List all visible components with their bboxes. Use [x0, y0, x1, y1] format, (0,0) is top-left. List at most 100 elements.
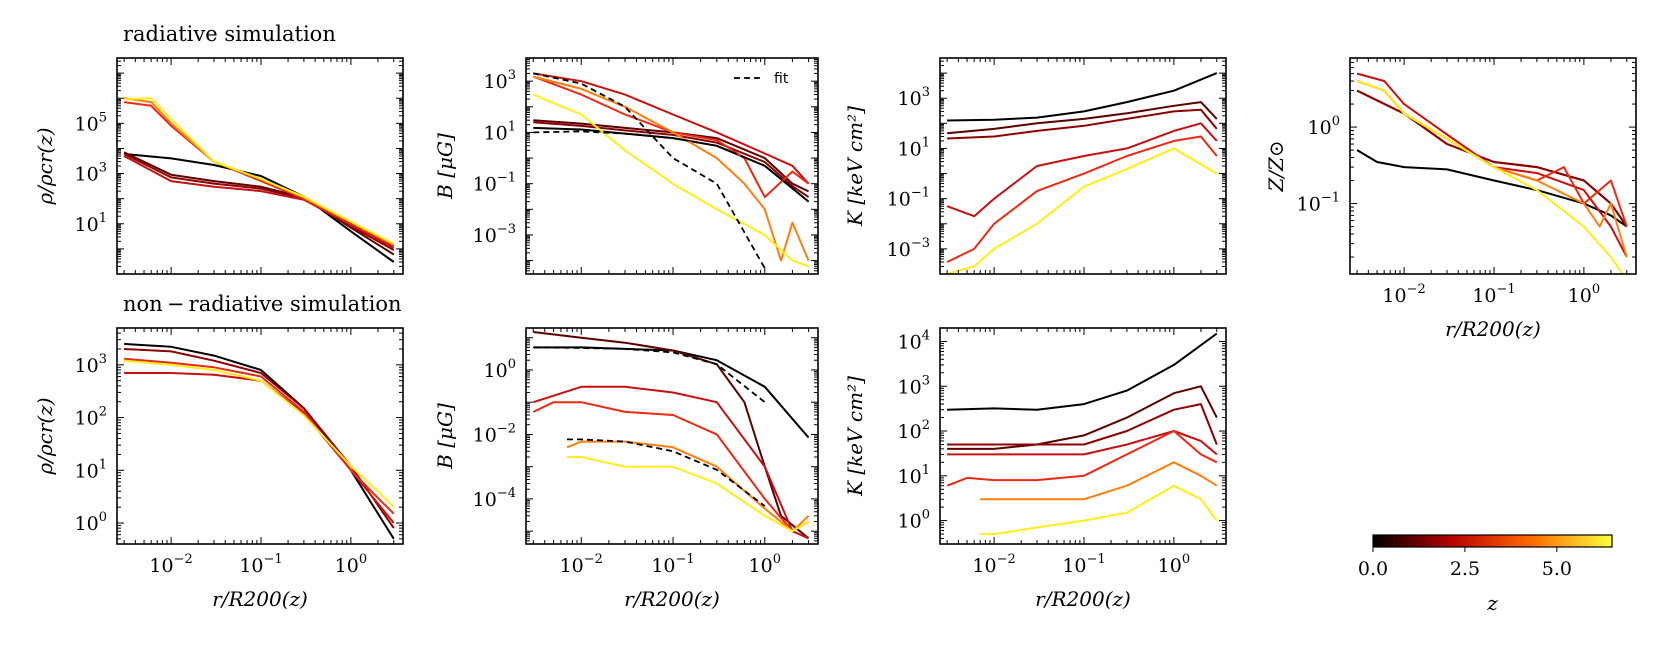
x-tick-label: 10−1: [651, 552, 694, 577]
series-line-2: [532, 385, 810, 540]
series-line-3: [946, 122, 1218, 218]
x-axis-label: r/R200(z): [624, 587, 720, 611]
y-tick-label: 102: [75, 405, 107, 430]
series-line-2: [123, 153, 395, 251]
fit-line-8: [533, 130, 810, 203]
x-axis-label: r/R200(z): [212, 587, 308, 611]
series-line-2: [533, 121, 810, 198]
y-tick-label: 101: [898, 135, 930, 160]
series-line-6: [532, 93, 809, 268]
y-tick-label: 10−1: [473, 171, 516, 196]
series-line-4: [566, 440, 810, 533]
series-group: [532, 331, 810, 540]
y-tick-label: 101: [75, 457, 107, 482]
y-axis-label: K [keV cm²]: [843, 106, 867, 227]
y-axis-label: ρ/ρcr(z): [33, 397, 57, 475]
y-tick-label: 103: [898, 373, 930, 398]
colorbar-tick-label: 2.5: [1450, 558, 1480, 580]
series-line-0: [947, 332, 1218, 411]
y-axis-label: K [keV cm²]: [843, 376, 867, 497]
y-axis-label: B [μG]: [433, 133, 457, 200]
series-group: [946, 72, 1218, 274]
colorbar-gradient: [1372, 534, 1613, 548]
panel-nonrad-bfield: 10−4 10−2 100 10−2 10−1 100 B [μG] r/R200(z): [433, 327, 819, 611]
series-group: [946, 332, 1218, 536]
fit-line-7: [533, 72, 766, 269]
x-tick-label: 10−2: [972, 552, 1015, 577]
colorbar-label: z: [1486, 591, 1498, 615]
x-tick-label: 10−2: [560, 552, 603, 577]
row-title-radiative: radiative simulation: [123, 22, 336, 46]
y-tick-label: 10−3: [473, 222, 516, 247]
panel-rad-entropy: 10−3 10−1 101 103 K [keV cm²]: [843, 57, 1227, 275]
series-line-5: [567, 456, 810, 533]
colorbar: 0.0 2.5 5.0 z: [1358, 534, 1613, 615]
x-tick-label: 10−2: [1382, 282, 1425, 307]
y-tick-label: 100: [484, 357, 516, 382]
series-line-2: [947, 108, 1218, 140]
x-tick-label: 100: [749, 552, 781, 577]
series-line-0: [124, 153, 395, 263]
series-line-1: [947, 101, 1218, 135]
y-tick-label: 10−1: [887, 186, 930, 211]
series-line-1: [123, 151, 395, 256]
axes-frame: [939, 327, 1227, 545]
x-tick-label: 100: [1158, 552, 1190, 577]
y-tick-label: 100: [898, 508, 930, 533]
panel-rad-metal: 10−1 100 10−2 10−1 100 Z/Z⊙ r/R200(z): [1264, 57, 1637, 341]
series-line-3: [124, 357, 395, 515]
series-line-6: [1356, 80, 1624, 274]
series-line-4: [532, 75, 810, 199]
series-group: [124, 342, 395, 540]
y-axis-label: B [μG]: [433, 403, 457, 470]
panel-rad-density: 101 103 105 ρ/ρcr(z): [33, 57, 404, 275]
series-line-6: [124, 97, 395, 245]
x-tick-label: 100: [335, 552, 367, 577]
series-line-6: [980, 484, 1218, 536]
panel-nonrad-entropy: 100 101 102 103 104 10−2 10−1 100 K [keV cm²] r/R…: [843, 327, 1227, 611]
series-line-1: [947, 385, 1218, 450]
panels: 101 103 105 ρ/ρcr(z) 10−3 10−1 101 103 B [μG] fit…: [33, 57, 1637, 611]
colorbar-tick-label: 0.0: [1358, 558, 1388, 580]
panel-rad-bfield: 10−3 10−1 101 103 B [μG] fit: [433, 57, 819, 275]
series-line-5: [946, 147, 1218, 274]
series-line-4: [946, 430, 1218, 487]
row-title-non-radiative: non − radiative simulation: [123, 292, 402, 316]
y-tick-label: 105: [75, 110, 107, 135]
x-tick-label: 10−1: [1472, 282, 1515, 307]
axes-frame: [939, 57, 1227, 275]
series-group: [1356, 72, 1628, 274]
y-tick-label: 10−1: [1297, 191, 1340, 216]
y-tick-label: 10−2: [473, 421, 516, 446]
x-tick-label: 10−1: [239, 552, 282, 577]
y-tick-label: 101: [75, 211, 107, 236]
y-tick-label: 102: [898, 418, 930, 443]
fit-line-7: [567, 438, 766, 507]
y-tick-label: 104: [898, 328, 930, 353]
y-axis-label: ρ/ρcr(z): [33, 127, 57, 205]
legend-fit-label: fit: [774, 71, 789, 87]
y-tick-label: 103: [898, 85, 930, 110]
series-group: [123, 97, 395, 263]
y-axis-label: Z/Z⊙: [1264, 140, 1288, 192]
series-line-0: [533, 126, 810, 203]
x-axis-label: r/R200(z): [1445, 317, 1541, 341]
x-tick-label: 10−2: [149, 552, 192, 577]
series-line-4: [946, 135, 1218, 263]
axes-frame: [525, 327, 819, 545]
y-tick-label: 103: [75, 352, 107, 377]
series-line-1: [533, 331, 810, 540]
series-line-3: [533, 72, 810, 185]
series-line-2: [124, 372, 395, 524]
series-line-0: [947, 72, 1218, 122]
x-tick-label: 10−1: [1062, 552, 1105, 577]
axes-frame: [1349, 57, 1637, 275]
series-line-2: [947, 403, 1218, 446]
series-line-3: [947, 430, 1218, 456]
series-line-5: [980, 461, 1218, 501]
y-tick-label: 101: [484, 119, 516, 144]
y-tick-label: 100: [1308, 114, 1340, 139]
y-tick-label: 103: [75, 161, 107, 186]
y-tick-label: 103: [484, 68, 516, 93]
